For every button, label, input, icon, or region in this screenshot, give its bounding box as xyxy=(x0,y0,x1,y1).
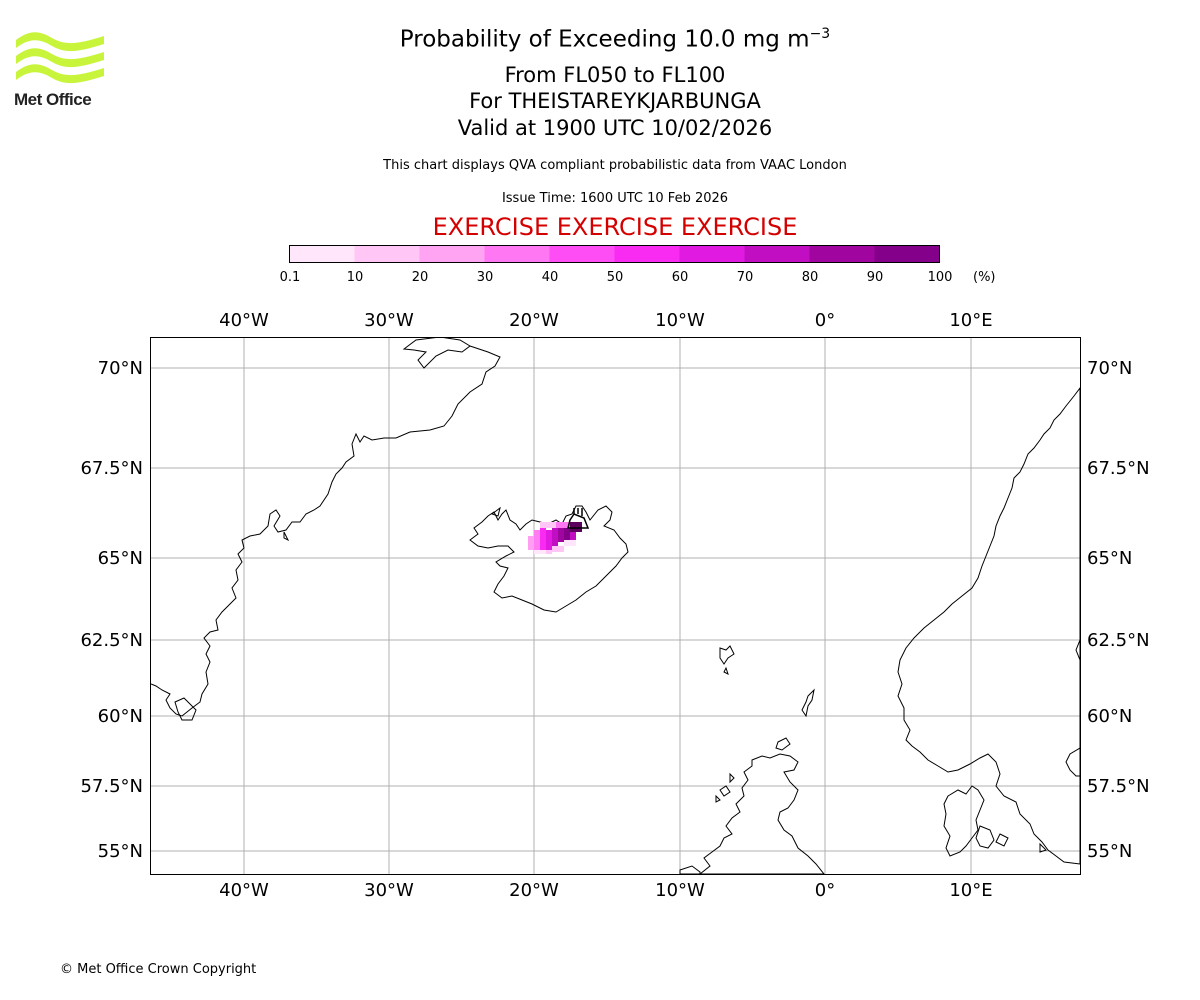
lon-label: 0° xyxy=(815,880,835,901)
lon-labels-bottom: 40°W 30°W 20°W 10°W 0° 10°E xyxy=(219,880,992,901)
lat-label: 55°N xyxy=(98,841,143,862)
lon-label: 20°W xyxy=(509,880,559,901)
lon-label: 10°W xyxy=(655,310,705,331)
exercise-banner: EXERCISE EXERCISE EXERCISE xyxy=(432,213,798,241)
colorbar-cell xyxy=(679,245,745,263)
colorbar-cell xyxy=(744,245,810,263)
colorbar-tick-label: 30 xyxy=(476,270,494,285)
colorbar-tick-label: 90 xyxy=(866,270,884,285)
colorbar-cell xyxy=(354,245,420,263)
colorbar-tick-label: 80 xyxy=(801,270,819,285)
met-office-waves-icon xyxy=(16,32,104,84)
lat-label: 60°N xyxy=(98,706,143,727)
colorbar-cell xyxy=(549,245,615,263)
volcano-title: For THEISTAREYKJARBUNGA xyxy=(469,89,761,113)
valid-time: Valid at 1900 UTC 10/02/2026 xyxy=(457,116,773,140)
lat-label: 70°N xyxy=(98,358,143,379)
lon-label: 40°W xyxy=(219,310,269,331)
shetland-coast xyxy=(801,688,815,718)
map-gridlines xyxy=(151,338,1080,874)
colorbar xyxy=(289,245,940,263)
greenland-coast xyxy=(151,338,501,717)
lon-label: 30°W xyxy=(364,880,414,901)
lat-labels-right: 70°N 67.5°N 65°N 62.5°N 60°N 57.5°N 55°N xyxy=(1087,358,1150,862)
colorbar-tick-label: 100 xyxy=(927,270,953,285)
lon-label: 30°W xyxy=(364,310,414,331)
lon-label: 20°W xyxy=(509,310,559,331)
colorbar-tick-label: 40 xyxy=(541,270,559,285)
lon-label: 0° xyxy=(815,310,835,331)
lat-labels-left: 70°N 67.5°N 65°N 62.5°N 60°N 57.5°N 55°N xyxy=(80,358,143,862)
colorbar-cell xyxy=(614,245,680,263)
colorbar-tick-label: 50 xyxy=(606,270,624,285)
lon-label: 10°W xyxy=(655,880,705,901)
lat-label: 60°N xyxy=(1087,706,1132,727)
lat-label: 70°N xyxy=(1087,358,1132,379)
probability-field xyxy=(528,508,590,554)
colorbar-tick-label: 20 xyxy=(411,270,429,285)
copyright: © Met Office Crown Copyright xyxy=(60,962,257,977)
lat-label: 57.5°N xyxy=(80,776,143,797)
lon-label: 10°E xyxy=(949,310,992,331)
lat-label: 67.5°N xyxy=(80,458,143,479)
map-frame xyxy=(150,337,1081,875)
title-exponent: −3 xyxy=(809,26,831,42)
lon-labels-top: 40°W 30°W 20°W 10°W 0° 10°E xyxy=(219,310,992,331)
lat-label: 62.5°N xyxy=(80,630,143,651)
denmark-coast xyxy=(943,785,985,857)
colorbar-cell xyxy=(484,245,550,263)
coastlines xyxy=(151,338,1080,874)
colorbar-tick-label: 10 xyxy=(346,270,364,285)
iceland-coast xyxy=(469,505,629,613)
scotland-coast xyxy=(699,753,825,874)
colorbar-tick-label: 70 xyxy=(736,270,754,285)
colorbar-cell xyxy=(419,245,485,263)
lat-label: 55°N xyxy=(1087,841,1132,862)
title-prefix: Probability of Exceeding 10.0 mg m xyxy=(399,26,810,53)
issue-time: Issue Time: 1600 UTC 10 Feb 2026 xyxy=(501,191,729,206)
met-office-logo: Met Office xyxy=(14,30,106,112)
colorbar-cell xyxy=(874,245,940,263)
scandinavia-coast xyxy=(897,387,1080,865)
colorbar-cell xyxy=(809,245,875,263)
colorbar-unit: (%) xyxy=(973,270,996,285)
flight-level-range: From FL050 to FL100 xyxy=(504,63,726,87)
lon-label: 10°E xyxy=(949,880,992,901)
faroe-coast xyxy=(719,645,735,675)
lat-label: 67.5°N xyxy=(1087,458,1150,479)
lat-label: 65°N xyxy=(1087,548,1132,569)
lat-label: 57.5°N xyxy=(1087,776,1150,797)
chart-title: Probability of Exceeding 10.0 mg m−3 xyxy=(265,26,965,53)
logo-text: Met Office xyxy=(14,90,92,109)
lat-label: 65°N xyxy=(98,548,143,569)
volcano-marker-icon xyxy=(567,513,590,529)
colorbar-tick-label: 0.1 xyxy=(279,270,301,285)
lon-label: 40°W xyxy=(219,880,269,901)
colorbar-tick-label: 60 xyxy=(671,270,689,285)
colorbar-cell xyxy=(289,245,355,263)
chart-description: This chart displays QVA compliant probab… xyxy=(383,158,847,173)
lat-label: 62.5°N xyxy=(1087,630,1150,651)
